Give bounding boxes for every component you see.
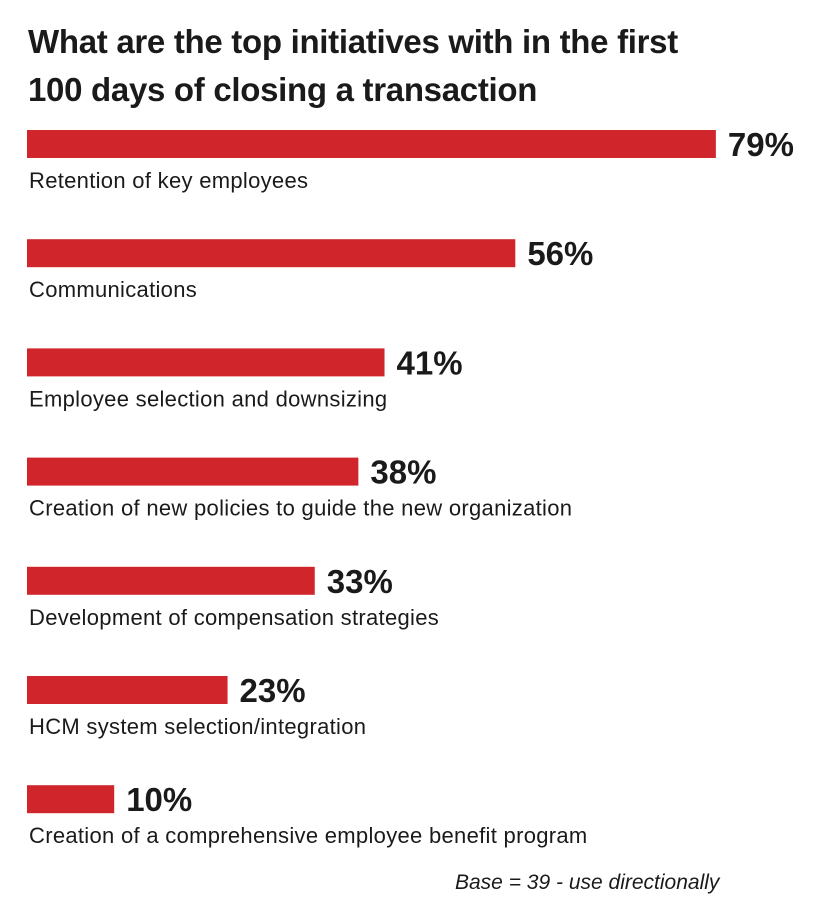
value-label: 41% [397,344,463,381]
value-label: 38% [370,454,436,491]
category-label: Retention of key employees [29,168,308,193]
bar [27,348,385,377]
bar [27,130,716,158]
value-label: 79% [728,126,794,163]
value-label: 33% [327,563,393,600]
chart-title: What are the top initiatives with in the… [28,23,678,108]
value-label: 56% [527,235,593,272]
note: Base = 39 - use directionally [455,871,721,894]
category-label: Development of compensation strategies [29,605,439,630]
bar [27,785,115,814]
category-label: Creation of new policies to guide the ne… [29,496,572,521]
category-label: Employee selection and downsizing [29,386,387,411]
bar [27,566,315,595]
category-label: HCM system selection/integration [29,714,366,739]
category-label: Creation of a comprehensive employee ben… [29,823,588,848]
category-label: Communications [29,277,197,302]
value-label: 10% [126,781,192,818]
bar [27,239,516,268]
bar [27,457,359,486]
bar [27,676,228,704]
value-label: 23% [240,672,306,709]
